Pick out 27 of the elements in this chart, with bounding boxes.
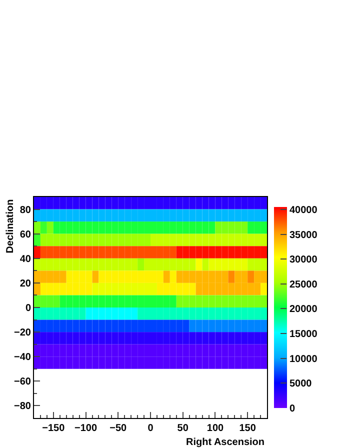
y-tick-label: −80 [14, 401, 32, 412]
x-tick-label: −150 [42, 423, 66, 434]
y-tick-label: 0 [25, 303, 32, 314]
color-bar-label: 15000 [290, 329, 318, 340]
y-tick-label: −60 [14, 376, 32, 388]
y-tick-label: 60 [20, 229, 32, 240]
color-bar-label: 10000 [290, 354, 318, 365]
color-bar-label: 20000 [290, 304, 318, 316]
color-bar-label: 0 [290, 404, 296, 414]
x-tick-label: −50 [110, 423, 128, 434]
color-bar-label: 30000 [290, 254, 318, 266]
y-tick-label: 80 [20, 204, 32, 216]
y-tick-label: −20 [14, 328, 32, 339]
color-bar-label: 25000 [290, 279, 318, 290]
x-tick-label: 0 [148, 423, 154, 434]
color-bar-label: 5000 [290, 378, 312, 390]
x-tick-label: 150 [239, 423, 256, 434]
x-tick-label: −100 [74, 423, 98, 434]
y-tick-label: 40 [20, 254, 32, 265]
x-tick-label: 50 [177, 423, 189, 434]
x-axis-title: Right Ascension [186, 437, 265, 448]
y-tick-label: 20 [20, 278, 32, 290]
color-bar-label: 35000 [290, 230, 318, 241]
y-tick-label: −40 [14, 352, 32, 364]
color-bar-label: 40000 [290, 204, 318, 216]
y-axis-title: Declination [5, 199, 16, 254]
x-tick-label: 100 [206, 423, 224, 434]
